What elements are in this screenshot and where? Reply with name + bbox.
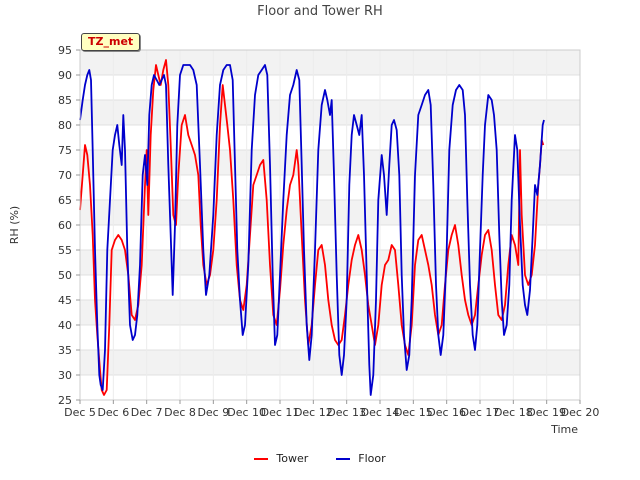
x-tick-label: Dec 6 <box>97 406 129 419</box>
y-tick-label: 45 <box>58 294 72 307</box>
legend-item-tower[interactable]: Tower <box>254 452 308 465</box>
x-tick-label: Dec 17 <box>461 406 500 419</box>
legend-item-floor[interactable]: Floor <box>336 452 386 465</box>
y-tick-label: 75 <box>58 144 72 157</box>
legend: Tower Floor <box>0 452 640 465</box>
x-tick-label: Dec 14 <box>361 406 400 419</box>
y-tick-label: 60 <box>58 219 72 232</box>
x-tick-label: Dec 19 <box>527 406 566 419</box>
plot-band <box>80 150 580 175</box>
legend-label-tower: Tower <box>276 452 309 465</box>
y-axis-label: RH (%) <box>8 206 21 244</box>
legend-swatch-floor <box>336 457 351 460</box>
y-tick-label: 70 <box>58 169 72 182</box>
legend-swatch-tower <box>254 457 269 460</box>
y-tick-label: 50 <box>58 269 72 282</box>
x-tick-label: Dec 11 <box>261 406 300 419</box>
y-tick-label: 80 <box>58 119 72 132</box>
legend-label-floor: Floor <box>358 452 386 465</box>
y-tick-label: 35 <box>58 344 72 357</box>
y-tick-label: 25 <box>58 394 72 407</box>
x-tick-label: Dec 16 <box>427 406 466 419</box>
y-axis-ticks: 25 30 35 40 45 50 55 60 65 70 75 80 85 90 95 <box>58 44 80 407</box>
y-tick-label: 30 <box>58 369 72 382</box>
x-axis-label: Time <box>550 423 578 436</box>
y-tick-label: 40 <box>58 319 72 332</box>
site-label-badge: TZ_met <box>81 33 141 51</box>
y-tick-label: 95 <box>58 44 72 57</box>
y-tick-label: 55 <box>58 244 72 257</box>
x-tick-label: Dec 8 <box>164 406 196 419</box>
plot-band <box>80 200 580 225</box>
series-line-tower <box>79 59 545 396</box>
y-tick-label: 85 <box>58 94 72 107</box>
x-tick-label: Dec 10 <box>227 406 266 419</box>
x-tick-label: Dec 13 <box>327 406 366 419</box>
chart-title: Floor and Tower RH <box>257 4 383 19</box>
x-tick-label: Dec 12 <box>294 406 333 419</box>
y-tick-label: 65 <box>58 194 72 207</box>
x-tick-label: Dec 20 <box>561 406 600 419</box>
y-tick-label: 90 <box>58 69 72 82</box>
x-tick-label: Dec 18 <box>494 406 533 419</box>
x-tick-label: Dec 15 <box>394 406 433 419</box>
plot-band <box>80 350 580 375</box>
x-tick-label: Dec 7 <box>131 406 163 419</box>
series-layer <box>79 59 545 396</box>
x-tick-label: Dec 9 <box>197 406 229 419</box>
series-line-floor <box>79 64 545 396</box>
plot-band <box>80 250 580 275</box>
x-tick-label: Dec 5 <box>64 406 96 419</box>
